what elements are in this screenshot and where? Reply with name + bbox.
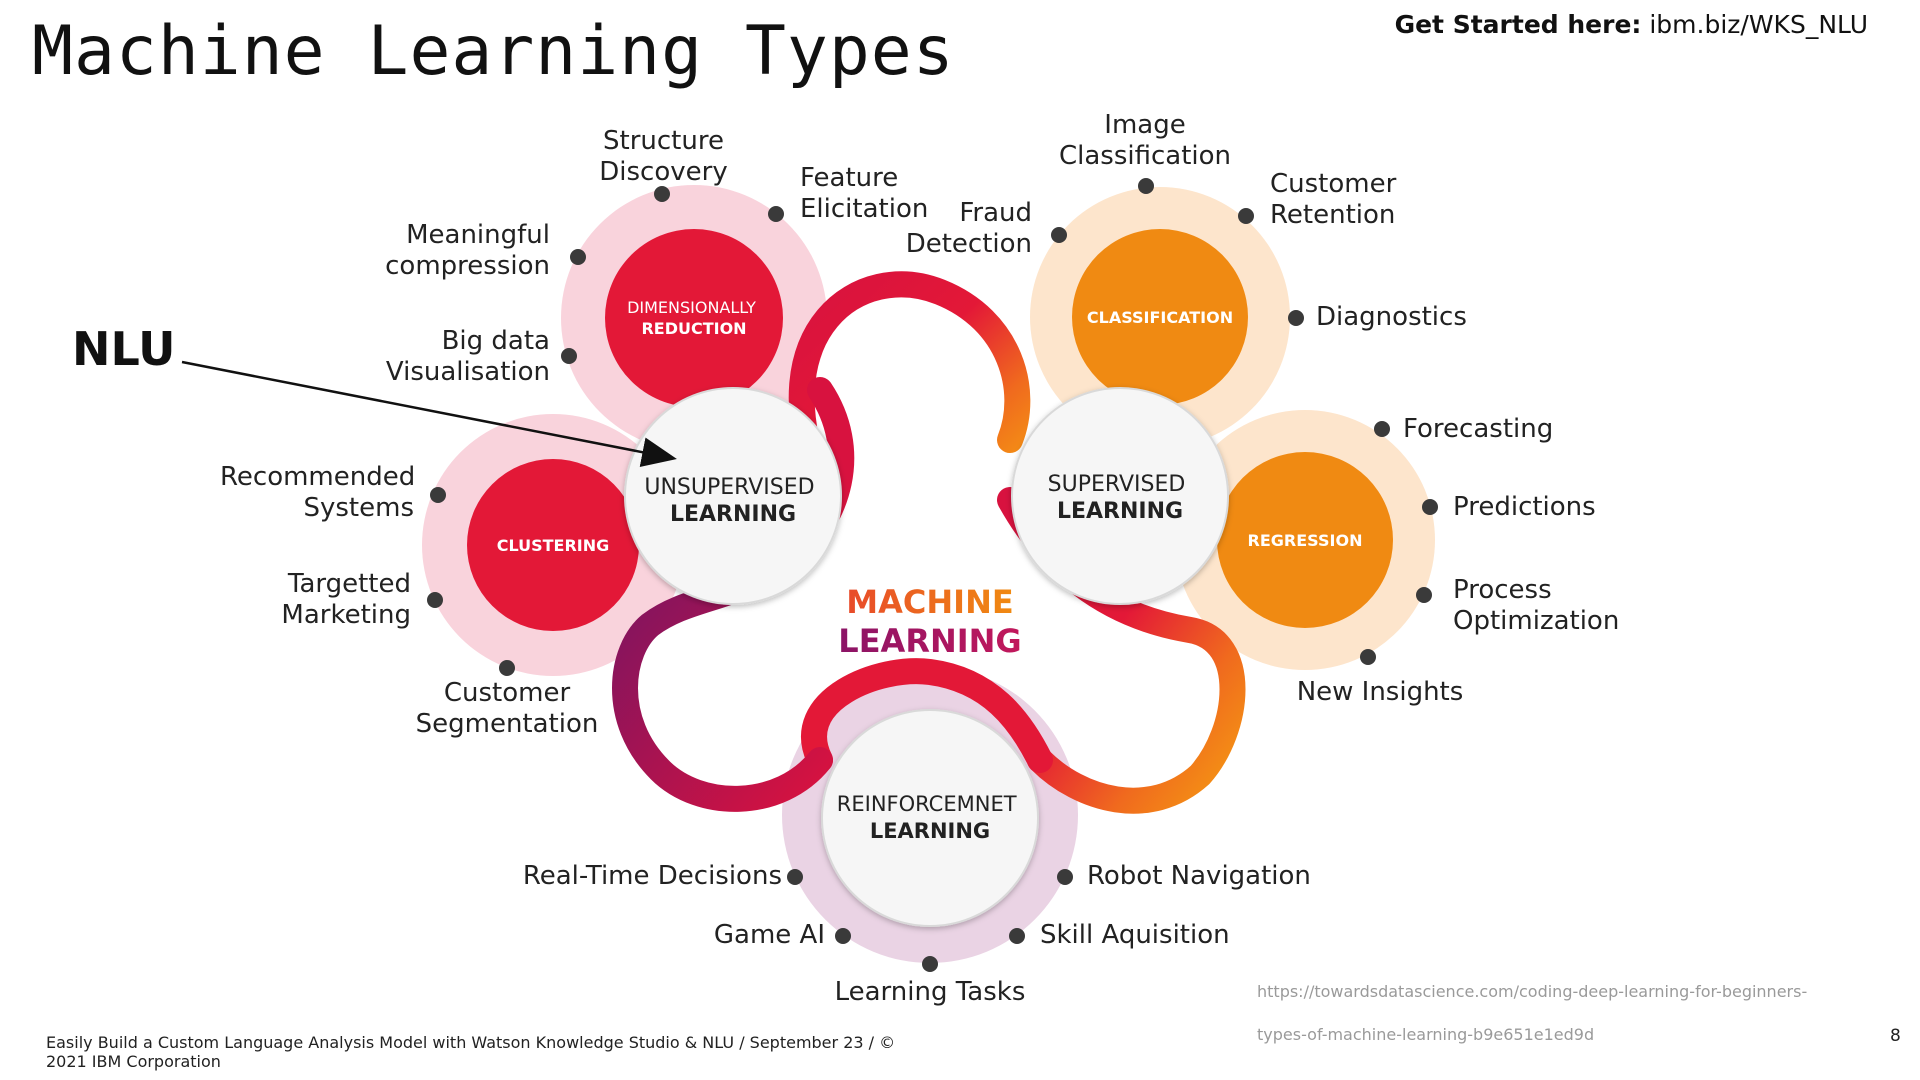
dot-process-optimization bbox=[1416, 587, 1432, 603]
reinforcement-text: REINFORCEMNET LEARNING bbox=[837, 792, 1023, 843]
label-customer-retention: Customer Retention bbox=[1270, 169, 1397, 230]
dot-skill-aquisition bbox=[1009, 928, 1025, 944]
flower-loop-top bbox=[788, 271, 1031, 498]
source-link-line2[interactable]: types-of-machine-learning-b9e651e1ed9d bbox=[1257, 1025, 1595, 1044]
center-machine: MACHINE bbox=[846, 583, 1013, 621]
reinforcement-hub bbox=[821, 709, 1039, 927]
get-started-label: Get Started here: bbox=[1394, 10, 1642, 39]
dot-customer-retention bbox=[1238, 208, 1254, 224]
dimensionality-text: DIMENSIONALLY REDUCTION bbox=[627, 298, 761, 338]
dot-fraud-detection bbox=[1051, 227, 1067, 243]
page-title: Machine Learning Types bbox=[32, 12, 955, 91]
dimensionality-line2: REDUCTION bbox=[641, 319, 746, 338]
label-diagnostics: Diagnostics bbox=[1316, 302, 1467, 332]
get-started-link[interactable]: Get Started here: ibm.biz/WKS_NLU bbox=[1395, 10, 1868, 39]
page-number: 8 bbox=[1890, 1026, 1901, 1046]
label-feature-elicitation: Feature Elicitation bbox=[800, 163, 929, 224]
center-learning: LEARNING bbox=[838, 622, 1021, 660]
reinforcement-line2: LEARNING bbox=[870, 819, 990, 843]
classification-circle bbox=[1072, 229, 1248, 405]
classification-text: CLASSIFICATION bbox=[1087, 308, 1233, 327]
dot-new-insights bbox=[1360, 649, 1376, 665]
unsupervised-line2: LEARNING bbox=[670, 502, 796, 527]
dot-diagnostics bbox=[1288, 310, 1304, 326]
label-image-classification: Image Classification bbox=[1058, 110, 1232, 171]
label-skill-aquisition: Skill Aquisition bbox=[1040, 920, 1230, 950]
label-big-data: Big data Visualisation bbox=[385, 326, 550, 387]
dot-feature-elicitation bbox=[768, 206, 784, 222]
supervised-hub bbox=[1011, 387, 1229, 605]
dot-recommended-systems bbox=[430, 487, 446, 503]
clustering-circle bbox=[467, 459, 639, 631]
label-game-ai: Game AI bbox=[713, 920, 825, 950]
label-predictions: Predictions bbox=[1453, 492, 1596, 522]
nlu-annotation: NLU bbox=[72, 322, 176, 376]
dot-meaningful-compression bbox=[570, 249, 586, 265]
label-fraud-detection: Fraud Detection bbox=[905, 198, 1032, 259]
dimensionality-circle bbox=[605, 229, 783, 407]
dot-predictions bbox=[1422, 499, 1438, 515]
supervised-line2: LEARNING bbox=[1057, 499, 1183, 524]
label-recommended-systems: Recommended Systems bbox=[220, 462, 416, 523]
dot-game-ai bbox=[835, 928, 851, 944]
dot-real-time-decisions bbox=[787, 869, 803, 885]
clustering-text: CLUSTERING bbox=[497, 536, 610, 555]
regression-circle bbox=[1217, 452, 1393, 628]
label-process-optimization: Process Optimization bbox=[1453, 575, 1620, 636]
regression-text: REGRESSION bbox=[1248, 531, 1363, 550]
dot-big-data bbox=[561, 348, 577, 364]
dot-targetted-marketing bbox=[427, 592, 443, 608]
label-meaningful-compression: Meaningful compression bbox=[385, 220, 550, 281]
label-new-insights: New Insights bbox=[1296, 677, 1464, 707]
label-real-time-decisions: Real-Time Decisions bbox=[522, 861, 782, 891]
label-learning-tasks: Learning Tasks bbox=[834, 977, 1026, 1007]
dot-forecasting bbox=[1374, 421, 1390, 437]
label-customer-segmentation: Customer Segmentation bbox=[415, 678, 599, 739]
nlu-arrow bbox=[181, 360, 677, 467]
supervised-text: SUPERVISED LEARNING bbox=[1048, 472, 1193, 524]
label-targetted-marketing: Targetted Marketing bbox=[281, 569, 411, 630]
flower-loop-bottom bbox=[801, 658, 1053, 773]
dot-customer-segmentation bbox=[499, 660, 515, 676]
dot-image-classification bbox=[1138, 178, 1154, 194]
unsupervised-line1: UNSUPERVISED bbox=[644, 475, 814, 500]
footer-text: Easily Build a Custom Language Analysis … bbox=[46, 1033, 896, 1071]
source-link-line1[interactable]: https://towardsdatascience.com/coding-de… bbox=[1257, 982, 1808, 1001]
unsupervised-hub bbox=[624, 387, 842, 605]
dot-structure-discovery bbox=[654, 186, 670, 202]
dot-robot-navigation bbox=[1057, 869, 1073, 885]
unsupervised-text: UNSUPERVISED LEARNING bbox=[644, 475, 821, 527]
reinforcement-line1: REINFORCEMNET bbox=[837, 792, 1017, 816]
get-started-url[interactable]: ibm.biz/WKS_NLU bbox=[1649, 10, 1868, 39]
label-dots bbox=[427, 178, 1438, 972]
label-forecasting: Forecasting bbox=[1403, 414, 1554, 444]
label-structure-discovery: Structure Discovery bbox=[599, 126, 728, 187]
dot-learning-tasks bbox=[922, 956, 938, 972]
supervised-line1: SUPERVISED bbox=[1048, 472, 1186, 497]
dimensionality-line1: DIMENSIONALLY bbox=[627, 298, 756, 317]
label-robot-navigation: Robot Navigation bbox=[1087, 861, 1311, 891]
